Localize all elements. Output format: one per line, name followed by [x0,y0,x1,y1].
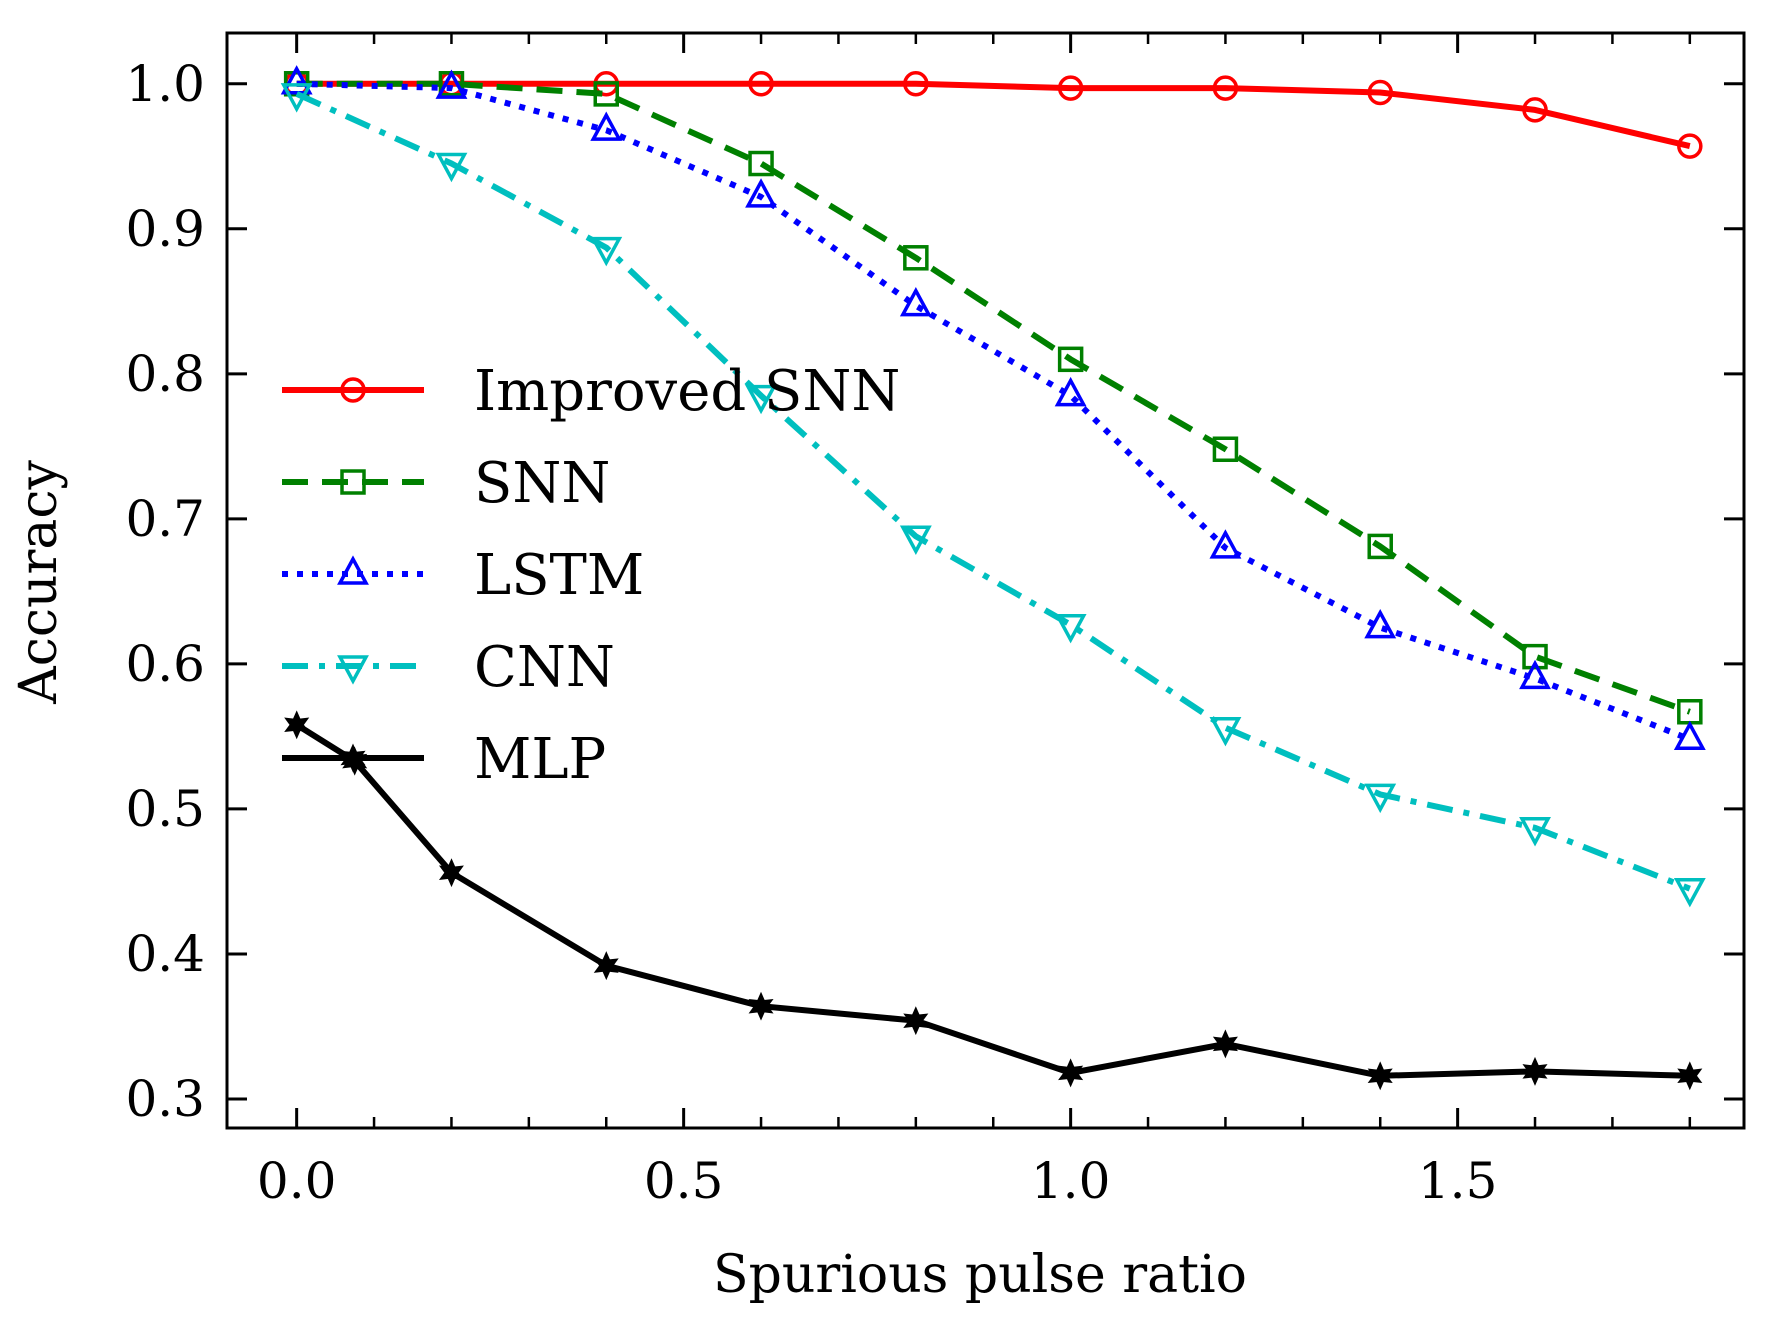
series-lstm [280,65,1706,751]
x-tick-label: 0.5 [644,1152,724,1210]
series-line [295,91,1691,892]
series-snn [283,71,1703,725]
y-tick-label: 0.4 [125,925,205,983]
axis-ticks [227,33,1744,1128]
data-point [280,83,313,113]
data-point [903,1006,929,1036]
data-point [1677,1061,1703,1091]
legend-marker [340,469,366,495]
data-point [284,710,310,740]
data-point [1673,720,1706,751]
legend-label: MLP [474,727,606,792]
y-tick-label: 1.0 [125,55,205,113]
data-point [1212,1029,1238,1059]
data-point [745,178,777,208]
data-point [1057,346,1084,373]
y-tick-label: 0.7 [125,490,205,548]
data-point [748,71,774,97]
legend-entry: CNN [282,635,615,700]
data-point [435,152,468,183]
data-point [1367,1061,1393,1091]
legend: Improved SNN SNN LSTM CNN MLP [282,359,900,792]
data-point [593,81,619,107]
legend-label: LSTM [474,543,644,608]
plot-frame [225,31,1746,1130]
data-point [280,65,313,95]
data-point [1677,699,1703,725]
x-tick-label: 1.0 [1031,1152,1111,1210]
data-point [1673,877,1706,908]
data-point [1519,659,1551,690]
series-line [296,80,1691,743]
data-point [1677,133,1703,159]
y-axis-label: Accuracy [9,460,69,705]
legend-marker [337,555,369,585]
data-point [1209,716,1242,747]
legend-entry: LSTM [282,543,644,608]
data-point [1054,613,1087,644]
y-tick-label: 0.9 [125,200,205,258]
data-point [438,858,464,888]
legend-label: CNN [474,635,615,700]
data-point [1212,436,1239,462]
legend-label: Improved SNN [474,359,900,424]
data-point [899,286,932,317]
data-point [899,525,932,555]
data-point [435,69,468,99]
legend-entry: SNN [282,451,610,516]
series-cnn [280,83,1706,908]
x-tick-label: 0.0 [257,1152,337,1210]
series-line [296,80,1691,150]
data-point [593,951,619,981]
data-point [1364,608,1397,639]
data-point [1209,529,1242,559]
data-point [590,236,623,267]
data-point [745,384,777,415]
legend-label: SNN [474,451,610,516]
series-group [280,65,1706,1091]
data-point [903,245,929,271]
y-tick-label: 0.6 [125,635,205,693]
series-line [296,80,1691,715]
data-point [1367,79,1393,106]
data-point [1057,75,1084,101]
y-tick-label: 0.8 [125,345,205,403]
x-axis-label: Spurious pulse ratio [713,1245,1247,1305]
data-point [1058,1058,1084,1088]
legend-entry: Improved SNN [282,359,900,424]
data-point [748,150,774,177]
data-point [1522,1056,1548,1086]
legend-marker [337,655,369,685]
legend-marker [340,377,366,403]
x-tick-label: 1.5 [1418,1152,1498,1210]
data-point [1364,783,1397,814]
tick-labels: 0.0 0.5 1.0 1.5 0.3 0.4 0.5 0.6 0.7 0.8 0.9 1.0 [125,55,1497,1210]
y-tick-label: 0.3 [125,1070,205,1128]
legend-marker [340,743,366,773]
y-tick-label: 0.5 [125,780,205,838]
data-point [1212,75,1239,101]
data-point [1054,376,1087,407]
legend-entry: MLP [282,727,606,792]
data-point [1519,817,1551,847]
data-point [1522,643,1548,670]
data-point [590,111,623,141]
data-point [748,991,774,1021]
data-point [1522,97,1548,123]
data-point [1367,533,1393,560]
data-point [903,71,929,97]
series-mlp [284,710,1703,1091]
